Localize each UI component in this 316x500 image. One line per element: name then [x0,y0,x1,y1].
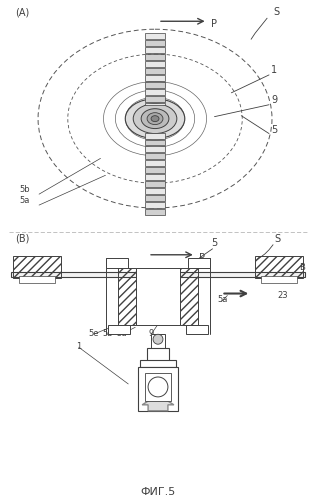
Ellipse shape [148,377,168,397]
Text: 1: 1 [271,65,277,75]
Text: 5d: 5d [116,330,127,338]
Bar [11,272,305,276]
Text: 5a: 5a [19,196,30,205]
Polygon shape [142,395,174,411]
Bar [145,82,165,88]
Bar [106,258,128,268]
Text: P: P [210,19,216,29]
Bar [145,195,165,201]
Ellipse shape [139,107,171,130]
Bar [145,132,165,138]
Bar [147,348,169,362]
Text: ФИГ.5: ФИГ.5 [140,488,176,498]
Text: 5: 5 [271,124,277,134]
Bar [145,96,165,102]
Ellipse shape [103,82,207,156]
Text: 1: 1 [76,342,81,351]
Bar [145,54,165,60]
Bar [145,47,165,53]
Ellipse shape [147,112,163,124]
Ellipse shape [153,334,163,344]
Bar [145,68,165,74]
Text: 5b: 5b [19,185,30,194]
Bar [145,61,165,67]
Text: 9: 9 [148,330,153,338]
Bar [145,373,171,401]
Bar [145,89,165,95]
Bar [136,268,180,326]
Text: (B): (B) [15,234,30,244]
Bar [108,326,130,334]
Text: B: B [299,262,305,272]
Bar [145,146,165,152]
Text: P: P [199,253,205,263]
Bar [138,367,178,411]
Bar [255,256,303,278]
Bar [19,276,55,282]
Bar [145,40,165,46]
Bar [145,181,165,187]
Text: 5: 5 [211,238,218,248]
Text: 9: 9 [271,94,277,104]
Text: S: S [274,234,280,244]
Bar [145,160,165,166]
Bar [13,256,61,278]
Bar [145,154,165,160]
Bar [145,75,165,81]
Bar [140,360,176,367]
Bar [145,33,165,39]
Ellipse shape [141,108,169,128]
Bar [151,334,165,348]
Ellipse shape [125,97,185,140]
Ellipse shape [115,90,195,148]
Ellipse shape [133,104,177,134]
Bar [180,268,198,326]
Bar [145,140,165,145]
Bar [145,188,165,194]
Bar [186,326,208,334]
Bar [145,209,165,215]
Bar [118,268,136,326]
Bar [145,174,165,180]
Ellipse shape [68,54,242,183]
Bar [145,168,165,173]
Text: (A): (A) [15,8,29,18]
Bar [188,258,210,268]
Bar [145,202,165,208]
Text: 23: 23 [277,290,288,300]
Bar [261,276,297,282]
Ellipse shape [38,29,272,208]
Ellipse shape [151,116,159,121]
Text: 5е: 5е [88,330,99,338]
Ellipse shape [125,99,185,138]
Text: S: S [273,8,279,18]
Text: 5b: 5b [102,330,113,338]
Text: 5a: 5a [217,296,228,304]
Ellipse shape [133,103,177,134]
Bar [145,102,165,104]
